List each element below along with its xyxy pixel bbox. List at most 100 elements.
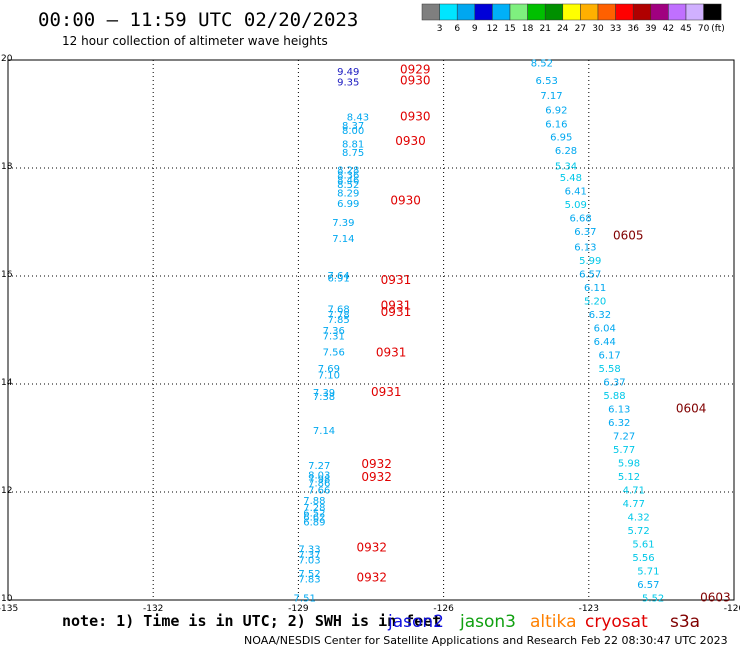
wave-height-label: 5.61 [632, 539, 654, 550]
wave-height-label: 6.52 [303, 509, 325, 520]
y-tick-label: 18 [1, 162, 13, 172]
wave-height-label: 6.28 [555, 146, 577, 157]
time-label: 0932 [361, 457, 392, 471]
wave-height-label: 7.14 [313, 426, 335, 437]
wave-height-label: 7.83 [298, 574, 320, 585]
wave-height-label: 8.37 [342, 121, 364, 132]
time-label: 0931 [371, 385, 402, 399]
scale-swatch [544, 3, 564, 21]
time-label: 0604 [676, 401, 707, 415]
scale-swatch [668, 3, 687, 21]
wave-height-label: 6.92 [545, 106, 567, 117]
time-label: 0930 [400, 74, 431, 88]
time-label: 0932 [356, 570, 387, 584]
scale-swatch [597, 3, 616, 21]
x-tick-label: -120 [724, 604, 740, 614]
scale-value: 21 [539, 24, 550, 34]
wave-height-label: 5.58 [598, 364, 620, 375]
wave-height-label: 7.31 [323, 331, 345, 342]
wave-height-label: 5.71 [637, 566, 659, 577]
scale-value: 33 [610, 24, 621, 34]
wave-height-label: 4.32 [628, 512, 650, 523]
wave-height-label: 6.13 [608, 404, 630, 415]
wave-height-label: 7.10 [318, 370, 340, 381]
scale-swatch [562, 3, 581, 21]
wave-height-label: 8.75 [342, 148, 364, 159]
x-tick-label: -135 [0, 604, 18, 614]
wave-height-label: 5.52 [642, 593, 664, 604]
wave-height-label: 7.17 [540, 91, 562, 102]
time-label: 0930 [395, 134, 426, 148]
x-tick-label: -132 [143, 604, 163, 614]
scale-value: 45 [680, 24, 691, 34]
scale-swatch [456, 3, 476, 21]
x-tick-label: -126 [433, 604, 454, 614]
time-label: 0931 [376, 346, 407, 360]
wave-height-label: 8.28 [337, 166, 359, 177]
wave-height-label: 8.52 [337, 180, 359, 191]
chart-title: 00:00 – 11:59 UTC 02/20/2023 [38, 9, 358, 31]
wave-height-label: 8.43 [347, 113, 369, 124]
scale-value: 12 [487, 24, 498, 34]
wave-height-label: 6.57 [637, 580, 659, 591]
wave-height-label: 6.04 [594, 323, 616, 334]
wave-height-label: 8.29 [337, 188, 359, 199]
scale-swatch [703, 3, 722, 21]
scale-value: 36 [627, 24, 639, 34]
time-label: 0931 [381, 305, 412, 319]
data-labels: 9.499.35 8.438.378.00 8.818.75 8.288.368.46… [294, 59, 731, 605]
scale-value: 18 [522, 24, 534, 34]
y-tick-label: 12 [1, 486, 12, 496]
wave-height-label: 7.14 [332, 234, 354, 245]
wave-height-label: 6.44 [594, 337, 616, 348]
wave-height-color-scale: 3 6 9 12 15 18 21 24 27 30 33 36 39 42 45 70 (ft) [421, 3, 725, 34]
x-axis-tick-labels: -135 -132 -129 -126 -123 -120 [0, 604, 740, 614]
scale-swatch [421, 3, 440, 21]
wave-height-label: 7.78 [327, 310, 349, 321]
scale-swatch [632, 3, 652, 21]
footer-note: note: 1) Time is in UTC; 2) SWH is in fe… [62, 612, 441, 630]
scale-value: 39 [645, 24, 657, 34]
wave-height-label: 5.34 [555, 161, 577, 172]
wave-height-label: 7.27 [308, 461, 330, 472]
scale-swatch [527, 3, 546, 21]
chart-subtitle: 12 hour collection of altimeter wave hei… [62, 34, 328, 48]
wave-height-label: 8.46 [337, 175, 359, 186]
wave-height-label: 5.98 [618, 458, 640, 469]
scale-swatch [492, 3, 511, 21]
time-label: 0603 [700, 590, 731, 604]
wave-height-label: 7.98 [308, 475, 330, 486]
wave-height-label: 6.99 [337, 199, 359, 210]
scale-value: 9 [472, 24, 478, 34]
y-tick-label: 16 [1, 270, 13, 280]
wave-height-label: 5.56 [632, 553, 654, 564]
scale-swatch [580, 3, 599, 21]
wave-height-label: 6.62 [303, 512, 325, 523]
wave-height-label: 5.09 [565, 200, 587, 211]
wave-height-label: 7.33 [298, 545, 320, 556]
wave-height-label: 5.99 [579, 256, 601, 267]
wave-height-label: 6.57 [579, 269, 601, 280]
plot-frame [7, 59, 735, 601]
wave-height-label: 7.56 [323, 348, 345, 359]
wave-height-label: 6.41 [565, 187, 587, 198]
wave-height-label: 7.39 [332, 218, 354, 229]
wave-height-label: 6.17 [598, 350, 620, 361]
wave-height-label: 6.11 [584, 283, 606, 294]
scale-value: 70 [698, 24, 710, 34]
satellite-jason2: jason2 [387, 612, 444, 632]
wave-height-label: 6.95 [550, 133, 572, 144]
wave-height-label: 7.52 [298, 569, 320, 580]
footer-timestamp: Feb 22 08:30:47 UTC 2023 [581, 634, 728, 647]
wave-height-label: 6.89 [303, 518, 325, 529]
wave-height-label: 8.00 [342, 126, 364, 137]
time-label: 0931 [381, 273, 412, 287]
wave-height-label: 7.28 [303, 503, 325, 514]
wave-height-label: 5.48 [560, 173, 582, 184]
wave-height-label: 7.86 [308, 478, 330, 489]
satellite-cryosat: cryosat [585, 612, 648, 632]
wave-height-label: 4.77 [623, 499, 645, 510]
wave-height-label: 7.64 [327, 271, 349, 282]
wave-height-label: 5.72 [628, 526, 650, 537]
